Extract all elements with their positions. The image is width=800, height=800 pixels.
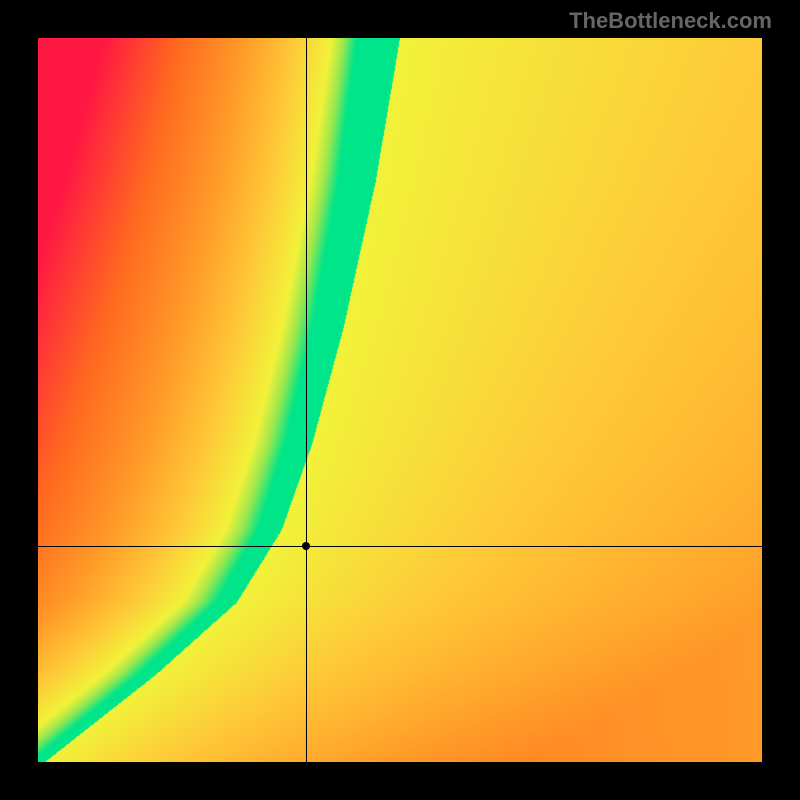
crosshair-horizontal — [38, 546, 762, 547]
crosshair-vertical — [306, 38, 307, 762]
watermark-text: TheBottleneck.com — [569, 8, 772, 34]
plot-area — [38, 38, 762, 762]
heatmap-canvas — [38, 38, 762, 762]
crosshair-dot — [302, 542, 310, 550]
